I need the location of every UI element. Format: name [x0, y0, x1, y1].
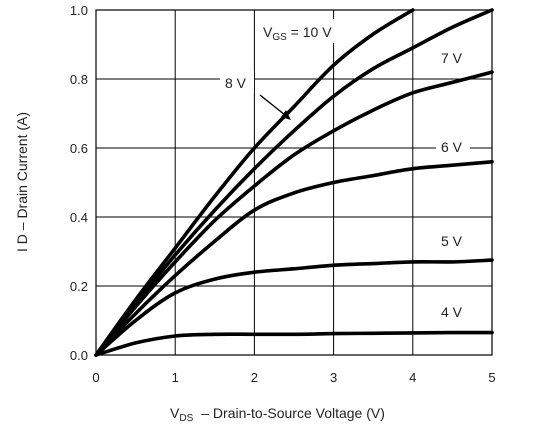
curve-layer: [94, 8, 494, 357]
series-line-10v: [94, 8, 415, 357]
x-tick-label: 3: [330, 370, 337, 385]
grid-layer: [96, 10, 492, 355]
y-tick-label: 1.0: [70, 3, 88, 18]
y-tick-label: 0.8: [70, 72, 88, 87]
curve-label-4v: 4 V: [441, 304, 463, 320]
series-line-6v: [94, 160, 494, 357]
tick-layer: 0 1 2 3 4 5 0.0 0.2 0.4 0.6 0.8 1.0: [70, 3, 496, 385]
vgs-symbol: V: [263, 24, 273, 40]
series-line-4v: [94, 330, 494, 357]
series-line-5v: [94, 258, 494, 357]
label-8v-leader: [259, 94, 286, 116]
vgs-label-background: [258, 19, 346, 43]
y-axis-title: I D – Drain Current (A): [14, 112, 30, 252]
y-tick-label: 0.4: [70, 210, 88, 225]
y-tick-label: 0.6: [70, 141, 88, 156]
x-axis-title: VDS – Drain-to-Source Voltage (V): [170, 405, 385, 424]
plot-frame: [95, 9, 493, 356]
label-6v-background: [436, 136, 470, 158]
label-8v-arrowhead: [281, 110, 291, 120]
curve-label-7v: 7 V: [441, 50, 463, 66]
series-line-8v: [94, 8, 494, 357]
y-tick-label: 0.2: [70, 279, 88, 294]
x-axis-title-text: – Drain-to-Source Voltage (V): [201, 405, 385, 421]
x-tick-label: 1: [172, 370, 179, 385]
x-tick-label: 5: [488, 370, 495, 385]
vgs-value: = 10 V: [287, 24, 332, 40]
series-line-7v: [94, 70, 494, 357]
x-axis-title-subscript: DS: [179, 413, 193, 424]
x-tick-label: 0: [92, 370, 99, 385]
x-tick-label: 4: [409, 370, 416, 385]
curve-label-5v: 5 V: [441, 233, 463, 249]
curve-label-6v: 6 V: [441, 139, 463, 155]
x-axis-title-symbol: V: [170, 405, 180, 421]
vgs-subscript: GS: [272, 32, 287, 43]
label-8v-background: [220, 71, 254, 93]
x-tick-label: 2: [251, 370, 258, 385]
curve-label-10v: VGS = 10 V: [263, 24, 332, 43]
y-tick-label: 0.0: [70, 348, 88, 363]
curve-label-8v: 8 V: [225, 75, 247, 91]
label-7v-background: [436, 46, 470, 68]
